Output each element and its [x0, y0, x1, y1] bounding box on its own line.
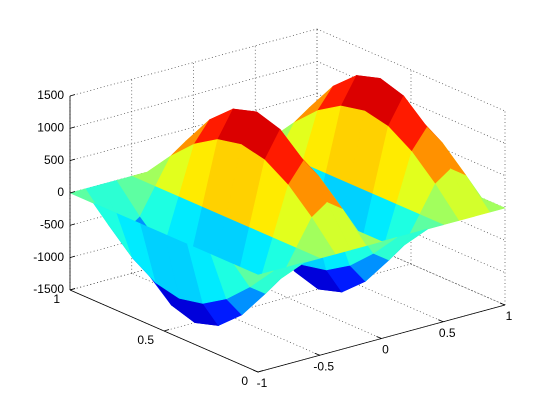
x-tick-label: 1: [506, 309, 513, 323]
grid-line: [69, 28, 318, 97]
y-tick: [163, 329, 170, 332]
x-tick: [376, 336, 382, 339]
z-tick-label: 1500: [37, 88, 64, 102]
x-tick: [499, 302, 506, 306]
y-tick-label: 0.5: [137, 333, 154, 347]
x-tick: [438, 319, 444, 323]
z-tick: [69, 191, 76, 194]
grid-line: [69, 190, 318, 259]
y-tick-label: 1: [53, 292, 60, 306]
grid-line: [69, 60, 318, 129]
z-tick-label: 1000: [37, 121, 64, 135]
x-tick-label: -0.5: [313, 359, 334, 373]
axes: -1-0.500.5100.51-1500-1000-5000500100015…: [33, 88, 512, 390]
x-tick-label: 0: [382, 343, 389, 357]
z-tick: [69, 94, 76, 97]
grid-line: [69, 222, 318, 291]
z-tick-label: 500: [44, 153, 64, 167]
x-tick: [314, 352, 320, 356]
z-tick: [69, 158, 76, 162]
z-tick-label: -500: [40, 218, 64, 232]
z-tick: [69, 126, 76, 129]
x-tick-label: 0.5: [439, 326, 456, 340]
z-tick: [69, 255, 76, 259]
grid-line: [69, 93, 318, 162]
z-tick: [69, 288, 76, 291]
z-tick-label: -1500: [33, 282, 64, 296]
surface: [69, 74, 506, 327]
z-tick: [69, 223, 76, 226]
y-tick: [257, 370, 264, 373]
x-tick-label: -1: [257, 376, 268, 390]
z-tick-label: 0: [57, 185, 64, 199]
y-tick-label: 0: [241, 374, 248, 388]
x-tick: [252, 369, 259, 373]
surface-patch: [233, 264, 274, 288]
z-tick-label: -1000: [33, 250, 64, 264]
